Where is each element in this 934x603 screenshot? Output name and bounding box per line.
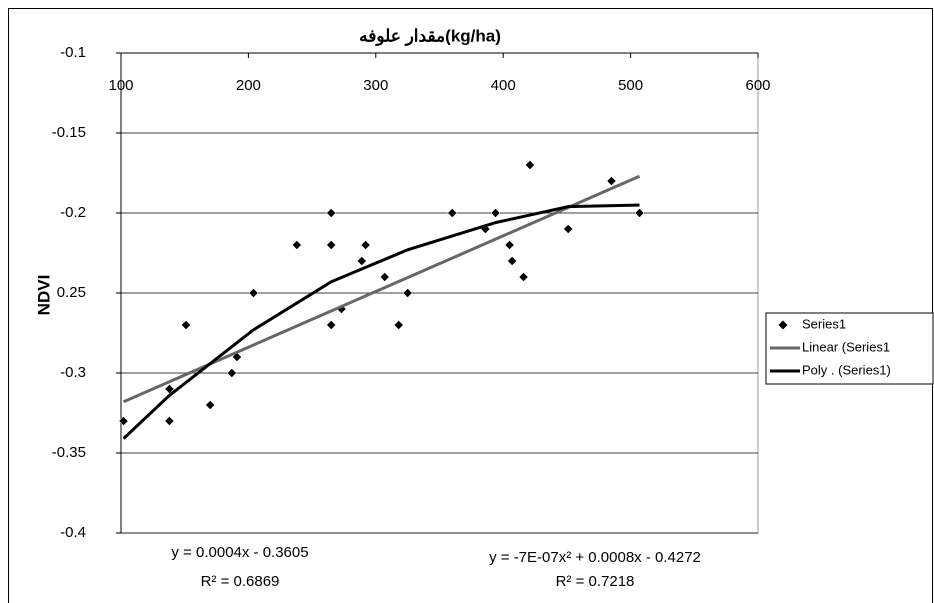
y-axis-label: NDVI bbox=[34, 275, 53, 316]
y-tick-label: -0.15 bbox=[52, 124, 86, 141]
legend-marker bbox=[778, 320, 788, 330]
equation: y = -7E-07x² + 0.0008x - 0.4272 bbox=[489, 549, 701, 566]
point bbox=[447, 208, 458, 218]
point bbox=[118, 416, 129, 426]
point bbox=[205, 400, 216, 410]
point bbox=[248, 288, 259, 298]
point bbox=[606, 176, 617, 186]
point bbox=[326, 208, 337, 218]
point bbox=[360, 240, 371, 250]
point bbox=[226, 368, 237, 378]
legend-label: Linear (Series1 bbox=[802, 339, 890, 354]
point bbox=[356, 256, 367, 266]
point bbox=[518, 272, 529, 282]
x-tick-label: 200 bbox=[236, 77, 261, 94]
y-tick-label: -0.4 bbox=[60, 524, 86, 541]
x-tick-label: 600 bbox=[745, 77, 770, 94]
point bbox=[504, 240, 515, 250]
y-tick-label: 0.25 bbox=[57, 284, 86, 301]
point bbox=[181, 320, 191, 330]
y-tick-label: -0.35 bbox=[52, 444, 86, 461]
y-tick-label: -0.1 bbox=[60, 44, 86, 61]
point bbox=[490, 208, 501, 218]
point bbox=[563, 224, 574, 234]
point bbox=[326, 320, 337, 330]
point bbox=[379, 272, 390, 282]
legend-label: Series1 bbox=[802, 316, 846, 331]
equation: R² = 0.7218 bbox=[556, 573, 635, 590]
point bbox=[402, 288, 413, 298]
x-tick-label: 500 bbox=[618, 77, 643, 94]
y-tick-label: -0.2 bbox=[60, 204, 86, 221]
legend-label: Poly . (Series1) bbox=[802, 362, 891, 377]
point bbox=[525, 160, 535, 170]
equation: y = 0.0004x - 0.3605 bbox=[171, 544, 308, 561]
point bbox=[507, 256, 517, 266]
x-tick-label: 100 bbox=[108, 77, 133, 94]
point bbox=[164, 416, 175, 426]
y-tick-label: -0.3 bbox=[60, 364, 86, 381]
chart-title: مقدار علوفه(kg/ha) bbox=[359, 26, 501, 46]
point bbox=[291, 240, 302, 250]
x-tick-label: 300 bbox=[363, 77, 388, 94]
equation: R² = 0.6869 bbox=[201, 573, 280, 590]
point bbox=[634, 208, 645, 218]
x-tick-label: 400 bbox=[491, 77, 516, 94]
trend-line bbox=[122, 203, 640, 440]
point bbox=[326, 240, 337, 250]
point bbox=[393, 320, 404, 330]
